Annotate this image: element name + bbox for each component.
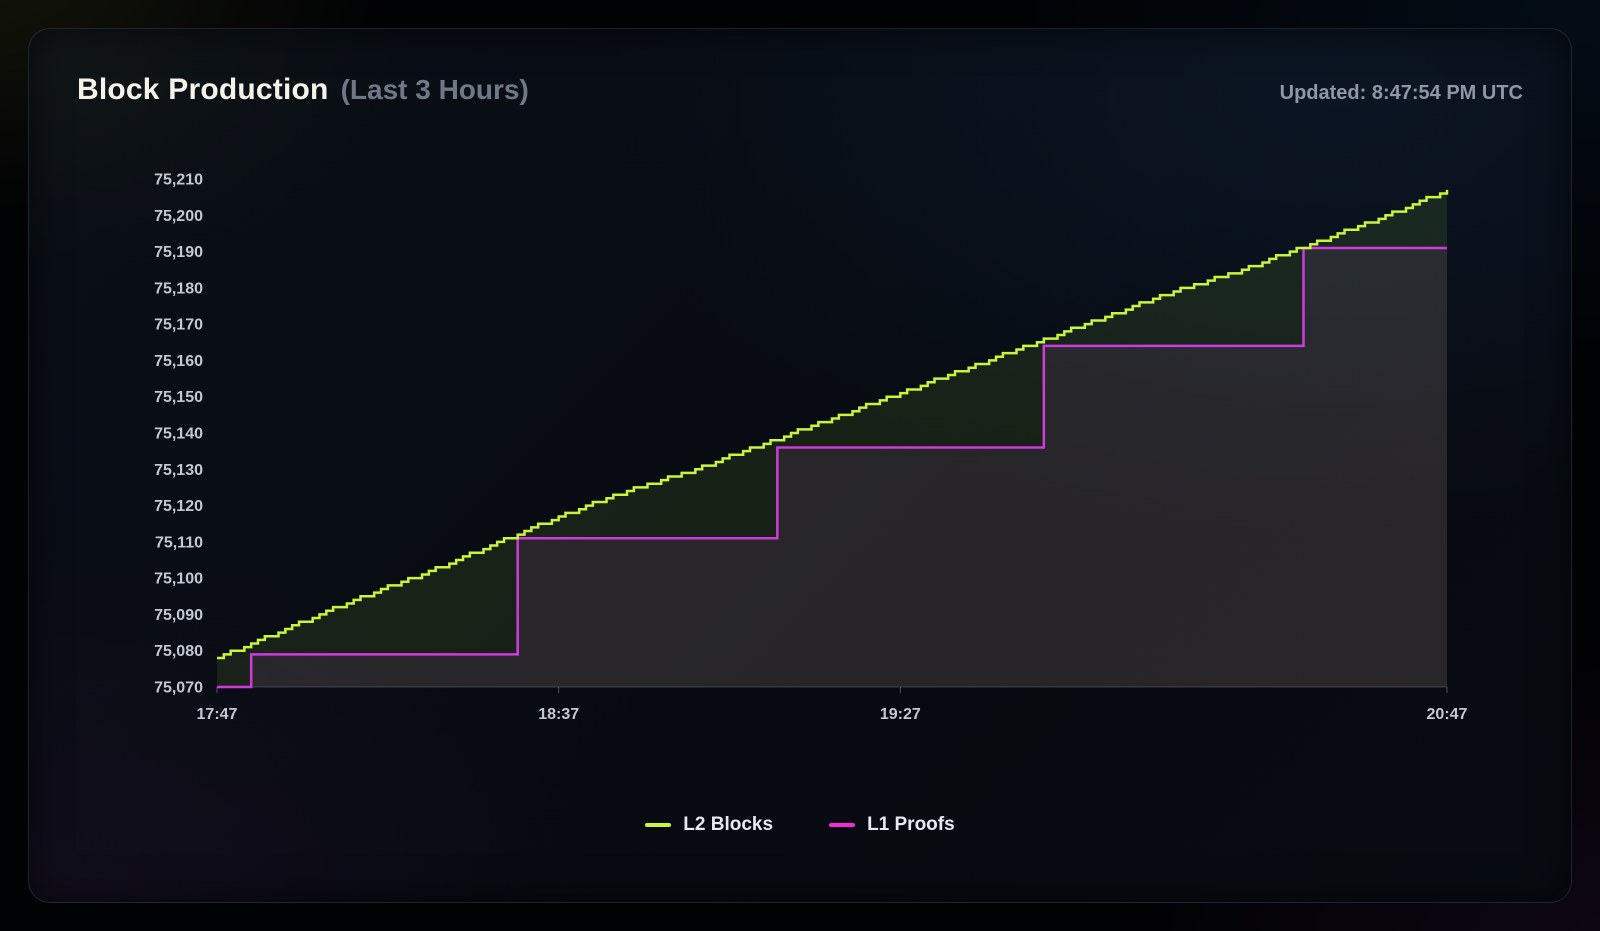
x-tick-label: 19:27 [880, 706, 921, 723]
x-tick-label: 18:37 [538, 706, 579, 723]
y-tick-label: 75,070 [154, 680, 203, 697]
l2-area-fill [217, 189, 1447, 687]
y-tick-label: 75,120 [154, 498, 203, 515]
y-tick-label: 75,210 [154, 172, 203, 189]
page-subtitle: (Last 3 Hours) [340, 74, 529, 105]
x-tick-label: 20:47 [1427, 706, 1468, 723]
legend-item-l2-blocks[interactable]: L2 Blocks [645, 814, 773, 836]
y-tick-label: 75,180 [154, 280, 203, 297]
updated-timestamp: Updated: 8:47:54 PM UTC [1279, 82, 1523, 104]
block-production-chart[interactable]: 75,070 75,080 75,090 75,100 75,110 75,120 75,1… [77, 171, 1525, 736]
y-tick-label: 75,110 [155, 534, 203, 551]
y-tick-label: 75,100 [154, 571, 203, 588]
y-tick-label: 75,090 [154, 607, 203, 624]
l2-blocks-line [217, 189, 1449, 660]
chart-container: 75,070 75,080 75,090 75,100 75,110 75,120 75,1… [77, 171, 1523, 736]
legend-item-l1-proofs[interactable]: L1 Proofs [829, 814, 955, 836]
l1-proofs-line [217, 246, 1447, 689]
block-production-card: Block Production (Last 3 Hours) Updated:… [28, 28, 1572, 903]
y-tick-label: 75,160 [154, 353, 203, 370]
y-tick-label: 75,170 [154, 317, 203, 334]
page-title: Block Production [77, 73, 329, 106]
l2-blocks-swatch [645, 823, 672, 827]
title-group: Block Production (Last 3 Hours) [77, 73, 529, 107]
y-tick-label: 75,130 [154, 462, 203, 479]
y-tick-label: 75,190 [154, 244, 203, 261]
l1-area-fill [217, 247, 1447, 687]
y-tick-label: 75,080 [154, 643, 203, 660]
legend-label-l1-proofs: L1 Proofs [867, 814, 955, 835]
y-tick-label: 75,150 [154, 389, 203, 406]
chart-legend: L2 Blocks L1 Proofs [77, 814, 1523, 836]
l1-proofs-swatch [829, 823, 856, 827]
card-header: Block Production (Last 3 Hours) Updated:… [77, 73, 1523, 107]
y-tick-label: 75,140 [154, 426, 203, 443]
x-tick-label: 17:47 [197, 706, 238, 723]
y-tick-label: 75,200 [154, 208, 203, 225]
legend-label-l2-blocks: L2 Blocks [683, 814, 774, 835]
